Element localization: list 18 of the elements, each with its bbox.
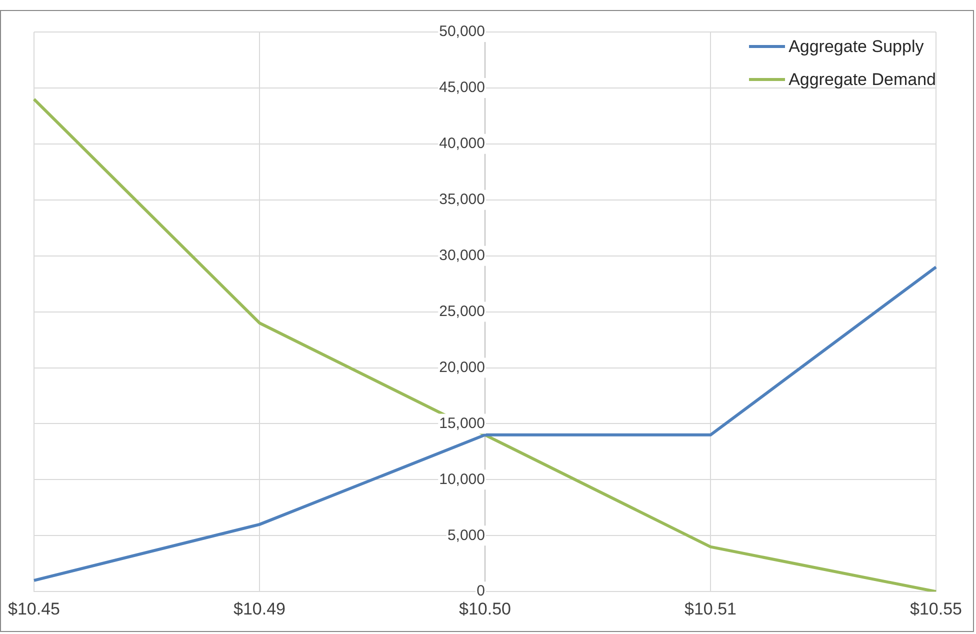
legend-label: Aggregate Demand	[788, 70, 936, 90]
y-tick-label: 25,000	[439, 302, 485, 320]
y-tick-label: 30,000	[439, 246, 485, 264]
legend-label: Aggregate Supply	[788, 36, 924, 56]
x-tick-label: $10.50	[459, 599, 511, 618]
x-tick-label: $10.45	[8, 599, 60, 618]
y-tick-label: 0	[476, 582, 485, 600]
x-tick-label: $10.55	[910, 599, 962, 618]
y-tick-label: 15,000	[439, 414, 485, 432]
x-tick-label: $10.51	[684, 599, 736, 618]
y-tick-label: 40,000	[439, 135, 485, 152]
y-tick-label: 45,000	[439, 79, 485, 96]
x-tick-label: $10.49	[234, 599, 286, 618]
y-tick-label: 10,000	[439, 470, 485, 488]
y-tick-label: 50,000	[439, 23, 485, 40]
y-tick-label: 20,000	[439, 358, 485, 376]
y-tick-label: 5,000	[447, 526, 485, 544]
y-tick-label: 35,000	[439, 191, 485, 208]
